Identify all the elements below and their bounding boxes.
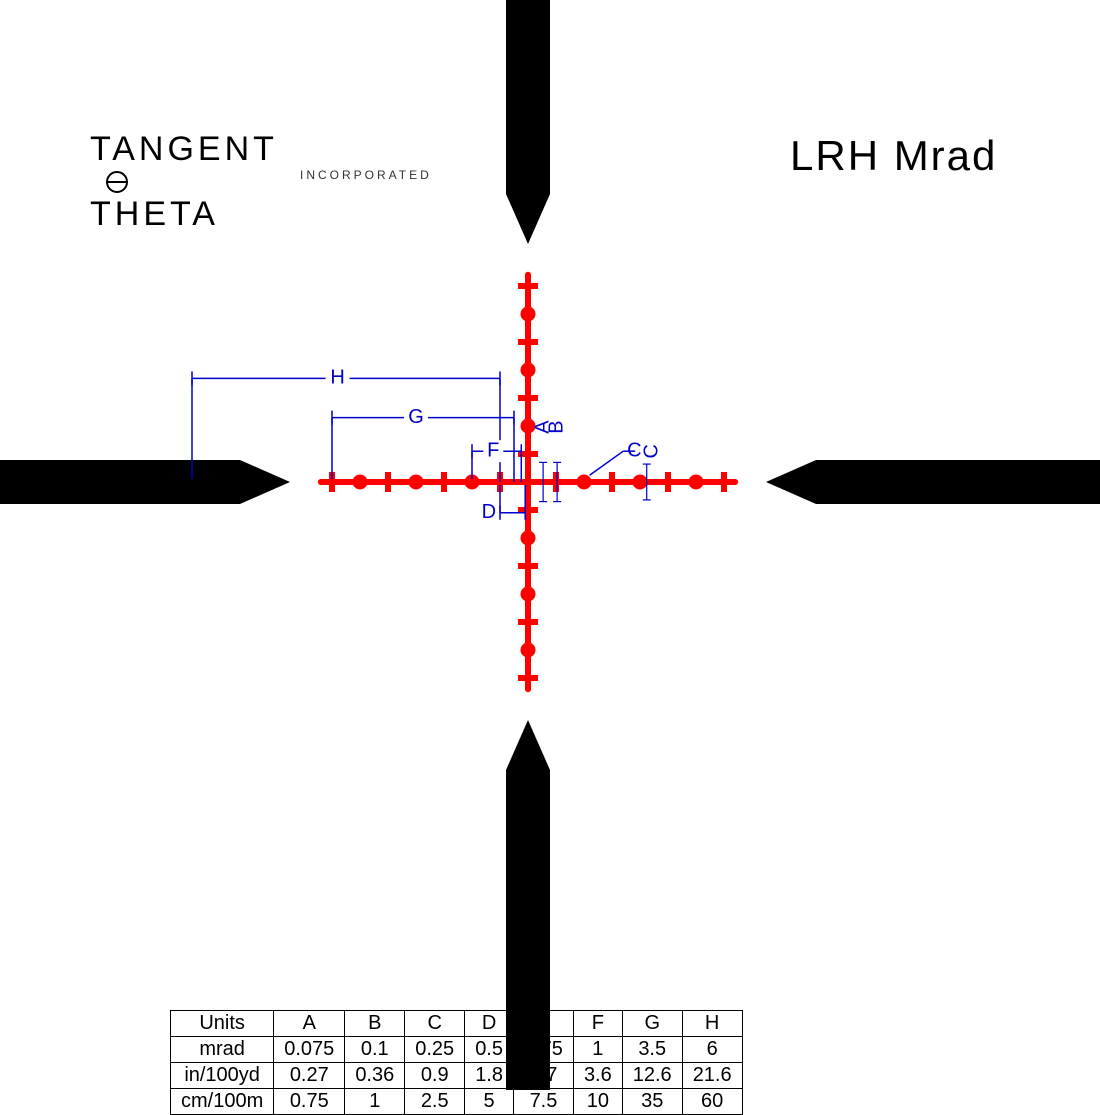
table-header-row: UnitsABCDEFGH bbox=[171, 1011, 743, 1037]
table-cell: 12.6 bbox=[622, 1063, 682, 1089]
table-row: cm/100m0.7512.557.5103560 bbox=[171, 1089, 743, 1115]
table-cell: 35 bbox=[622, 1089, 682, 1115]
table-cell: cm/100m bbox=[171, 1089, 274, 1115]
table-cell: 3.5 bbox=[622, 1037, 682, 1063]
table-cell: 7.5 bbox=[514, 1089, 574, 1115]
theta-icon bbox=[104, 169, 130, 195]
table-cell: 6 bbox=[682, 1037, 742, 1063]
table-header-cell: C bbox=[405, 1011, 465, 1037]
table-cell: 10 bbox=[573, 1089, 622, 1115]
reticle-diagram: TANGENTTHETA INCORPORATED LRH Mrad HGFDA… bbox=[0, 0, 1100, 1100]
svg-text:C: C bbox=[641, 444, 663, 458]
table-cell: 0.25 bbox=[405, 1037, 465, 1063]
table-header-cell: H bbox=[682, 1011, 742, 1037]
table-cell: 0.36 bbox=[345, 1063, 405, 1089]
table-cell: 0.75 bbox=[274, 1089, 345, 1115]
svg-text:F: F bbox=[487, 439, 499, 461]
reticle-title: LRH Mrad bbox=[790, 132, 997, 180]
table-cell: 0.075 bbox=[274, 1037, 345, 1063]
svg-text:C: C bbox=[627, 439, 641, 461]
table-cell: 5 bbox=[465, 1089, 514, 1115]
brand-logo: TANGENT THETA bbox=[90, 130, 278, 234]
table-header-cell: E bbox=[514, 1011, 574, 1037]
table-row: in/100yd0.270.360.91.82.73.612.621.6 bbox=[171, 1063, 743, 1089]
brand-subtitle: INCORPORATED bbox=[300, 168, 432, 182]
table-header-cell: F bbox=[573, 1011, 622, 1037]
table-header-cell: Units bbox=[171, 1011, 274, 1037]
table-cell: 2.5 bbox=[405, 1089, 465, 1115]
svg-text:D: D bbox=[482, 501, 496, 523]
table-cell: 1 bbox=[573, 1037, 622, 1063]
table-cell: 1.8 bbox=[465, 1063, 514, 1089]
table-cell: 60 bbox=[682, 1089, 742, 1115]
table-cell: 21.6 bbox=[682, 1063, 742, 1089]
table-cell: 0.75 bbox=[514, 1037, 574, 1063]
table-cell: 3.6 bbox=[573, 1063, 622, 1089]
svg-text:H: H bbox=[330, 367, 344, 389]
table-cell: 0.9 bbox=[405, 1063, 465, 1089]
spec-table: UnitsABCDEFGHmrad0.0750.10.250.50.7513.5… bbox=[170, 1010, 743, 1115]
table-header-cell: D bbox=[465, 1011, 514, 1037]
table-cell: mrad bbox=[171, 1037, 274, 1063]
table-cell: 0.27 bbox=[274, 1063, 345, 1089]
table-cell: 2.7 bbox=[514, 1063, 574, 1089]
table-cell: 0.1 bbox=[345, 1037, 405, 1063]
svg-text:G: G bbox=[408, 406, 424, 428]
brand-word-1: TANGENT bbox=[90, 130, 278, 168]
brand-word-2: THETA bbox=[90, 195, 219, 233]
table-row: mrad0.0750.10.250.50.7513.56 bbox=[171, 1037, 743, 1063]
table-cell: in/100yd bbox=[171, 1063, 274, 1089]
annotations: HGFDABCC bbox=[192, 367, 663, 523]
table-header-cell: B bbox=[345, 1011, 405, 1037]
table-cell: 1 bbox=[345, 1089, 405, 1115]
table-header-cell: G bbox=[622, 1011, 682, 1037]
svg-text:B: B bbox=[545, 420, 567, 433]
fine-crosshair bbox=[321, 275, 735, 689]
table-header-cell: A bbox=[274, 1011, 345, 1037]
table-cell: 0.5 bbox=[465, 1037, 514, 1063]
